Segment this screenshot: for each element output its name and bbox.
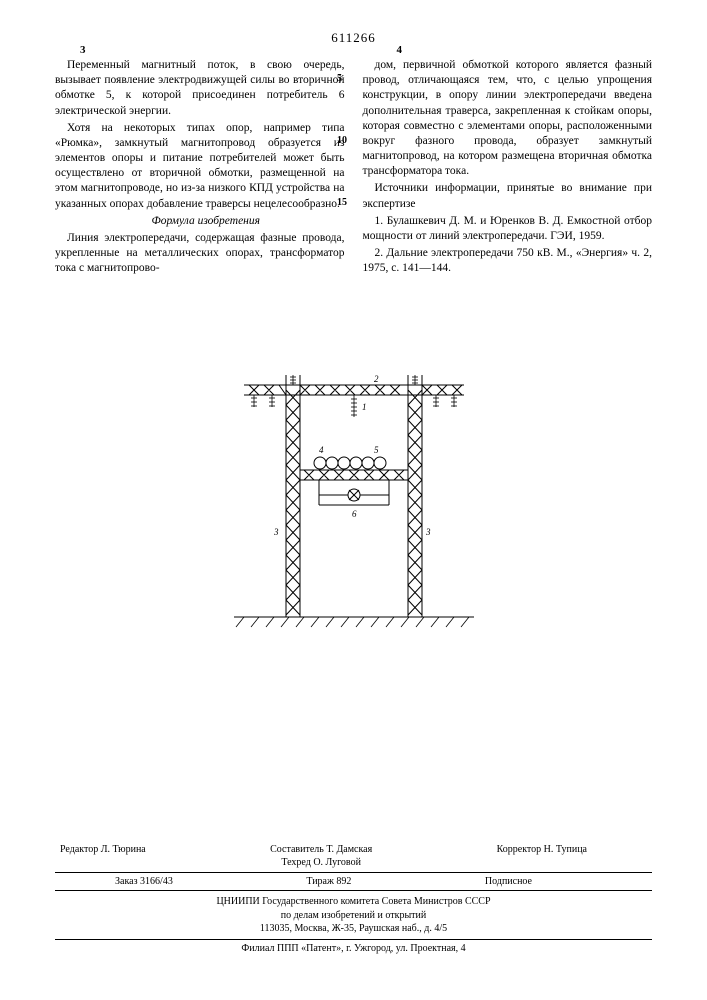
footer: Редактор Л. Тюрина Составитель Т. Дамска… bbox=[0, 843, 707, 956]
figure-label: 1 bbox=[362, 402, 367, 412]
corrector-label: Корректор Н. Тупица bbox=[497, 843, 587, 870]
techred-label: Техред О. Луговой bbox=[281, 857, 361, 868]
figure-label: 3 bbox=[273, 527, 279, 537]
paragraph: дом, первичной обмоткой которого являетс… bbox=[363, 58, 653, 179]
footer-credits-row2: Заказ 3166/43 Тираж 892 Подписное bbox=[55, 872, 652, 892]
paragraph: Хотя на некоторых типах опор, например т… bbox=[55, 121, 345, 212]
branch-line: Филиал ППП «Патент», г. Ужгород, ул. Про… bbox=[55, 939, 652, 956]
reference-item: 2. Дальние электропередачи 750 кВ. М., «… bbox=[363, 246, 653, 276]
figure-label: 6 bbox=[352, 509, 357, 519]
figure-label: 3 bbox=[425, 527, 431, 537]
column-number-right: 4 bbox=[397, 44, 403, 56]
footer-org: ЦНИИПИ Государственного комитета Совета … bbox=[0, 895, 707, 955]
formula-heading: Формула изобретения bbox=[55, 214, 345, 229]
footer-credits-row1: Редактор Л. Тюрина Составитель Т. Дамска… bbox=[0, 843, 707, 870]
org-line: 113035, Москва, Ж-35, Раушская наб., д. … bbox=[0, 922, 707, 936]
column-number-left: 3 bbox=[80, 44, 86, 56]
paragraph: Линия электропередачи, содержащая фазные… bbox=[55, 231, 345, 277]
reference-item: 1. Булашкевич Д. М. и Юренков В. Д. Емко… bbox=[363, 214, 653, 244]
tower-diagram: 1 2 3 3 4 5 6 bbox=[224, 355, 484, 635]
figure: 1 2 3 3 4 5 6 bbox=[0, 355, 707, 640]
figure-label: 2 bbox=[374, 374, 379, 384]
tirage-label: Тираж 892 bbox=[306, 875, 351, 889]
right-column: дом, первичной обмоткой которого являетс… bbox=[363, 58, 653, 278]
subscription-label: Подписное bbox=[485, 875, 532, 889]
order-label: Заказ 3166/43 bbox=[115, 875, 173, 889]
sources-heading: Источники информации, принятые во вниман… bbox=[363, 181, 653, 211]
left-column: Переменный магнитный поток, в свою очере… bbox=[55, 58, 345, 278]
editor-label: Редактор Л. Тюрина bbox=[60, 843, 146, 870]
paragraph: Переменный магнитный поток, в свою очере… bbox=[55, 58, 345, 119]
text-columns: Переменный магнитный поток, в свою очере… bbox=[55, 58, 652, 278]
figure-label: 5 bbox=[374, 445, 379, 455]
org-line: по делам изобретений и открытий bbox=[0, 909, 707, 923]
figure-label: 4 bbox=[319, 445, 324, 455]
org-line: ЦНИИПИ Государственного комитета Совета … bbox=[0, 895, 707, 909]
document-number: 611266 bbox=[0, 30, 707, 46]
compiler-label: Составитель Т. Дамская bbox=[270, 844, 372, 855]
